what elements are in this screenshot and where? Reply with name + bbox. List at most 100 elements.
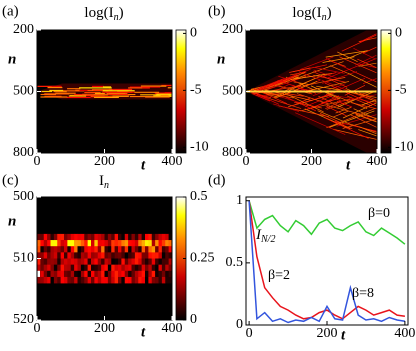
heatmap-cell [104, 240, 109, 247]
heatmap-cell [47, 233, 51, 241]
heatmap-cell [70, 270, 75, 278]
heatmap-cell [97, 270, 102, 278]
heatmap-ray [358, 63, 377, 69]
heatmap-ray [350, 114, 377, 128]
heatmap-cell [67, 270, 72, 278]
heatmap-cell [111, 270, 115, 278]
heatmap-cell [101, 240, 105, 247]
heatmap-cell [37, 252, 41, 259]
colorbar-tick-label: 0 [395, 26, 402, 41]
heatmap-cell [107, 258, 112, 265]
y-tick-label: 800 [13, 145, 34, 160]
heatmap-cell [151, 240, 156, 247]
y-tick-label: 510 [13, 251, 34, 266]
heatmap-cell [104, 276, 109, 284]
heatmap-cell [43, 264, 48, 272]
heatmap-cell [87, 240, 92, 247]
heatmap-cell [104, 246, 109, 253]
heatmap-cell [74, 246, 78, 253]
heatmap-cell [168, 258, 172, 265]
heatmap-cell [64, 270, 68, 278]
heatmap-cell [74, 258, 78, 265]
heatmap-ray [257, 68, 311, 90]
heatmap-ray [312, 83, 346, 97]
heatmap-cell [97, 246, 102, 253]
heatmap-ray [359, 33, 377, 43]
heatmap-cell [145, 240, 149, 247]
heatmap-cell [84, 270, 88, 278]
heatmap-cell [168, 246, 172, 253]
heatmap-ray [325, 57, 352, 71]
heatmap-cell [77, 264, 82, 272]
heatmap-cell [50, 258, 55, 265]
heatmap-ray [319, 112, 344, 125]
heatmap-ray [345, 91, 377, 98]
heatmap-cell [80, 276, 85, 284]
heatmap-cell [50, 264, 55, 272]
y-axis-label: n [217, 51, 225, 67]
heatmap-cell [94, 270, 99, 278]
heatmap-cell [40, 240, 45, 247]
colorbar-tick-label: -10 [190, 140, 209, 155]
heatmap-cell [168, 252, 172, 259]
heatmap-ray [348, 69, 377, 83]
heatmap-cell [87, 258, 92, 265]
heatmap-cell [77, 233, 82, 241]
heatmap-cell [168, 264, 172, 272]
heatmap-cell [64, 252, 68, 259]
heatmap-cell [155, 258, 159, 265]
heatmap-ray [299, 56, 334, 70]
heatmap-cell [70, 276, 75, 284]
heatmap-cell [121, 258, 126, 265]
heatmap-cell [80, 270, 85, 278]
heatmap-cell [53, 240, 58, 247]
heatmap-cell [40, 246, 45, 253]
heatmap-cell [161, 270, 166, 278]
heatmap-ray [339, 56, 377, 74]
heatmap-cell [141, 276, 146, 284]
heatmap-ray [326, 108, 376, 129]
heatmap-cell [118, 252, 122, 259]
heatmap-cell [168, 233, 172, 241]
heatmap-ray [322, 56, 355, 63]
heatmap-cell [80, 240, 85, 247]
heatmap-cell [47, 270, 51, 278]
heatmap-cell [60, 258, 65, 265]
x-axis-label: t [346, 157, 351, 173]
heatmap-cell [64, 276, 68, 284]
heatmap-cell [53, 233, 58, 241]
heatmap-cell [77, 246, 82, 253]
heatmap-ray [325, 94, 342, 102]
y-axis-label: n [8, 213, 16, 229]
heatmap-ray [304, 95, 332, 107]
heatmap-ray [289, 67, 311, 73]
line-series [248, 200, 406, 245]
heatmap-cell [60, 252, 65, 259]
heatmap-cell [97, 258, 102, 265]
heatmap-cell [40, 233, 45, 241]
heatmap-ray [328, 110, 375, 128]
colorbar-tick-label: 0 [190, 26, 197, 41]
heatmap-cell [101, 264, 105, 272]
series-label: β=8 [352, 286, 374, 301]
heatmap-cell [107, 246, 112, 253]
colorbar-tick-label: -5 [190, 83, 202, 98]
heatmap-cell [74, 233, 78, 241]
heatmap-cell [114, 276, 119, 284]
heatmap-cell [70, 240, 75, 247]
heatmap-ray [298, 77, 346, 88]
heatmap-cell [67, 246, 72, 253]
heatmap-cell [131, 264, 136, 272]
heatmap-cell [77, 270, 82, 278]
heatmap-ray [318, 72, 337, 78]
panel-label: (b) [208, 3, 226, 19]
panel-title: log(In) [292, 5, 331, 23]
heatmap-cell [134, 258, 139, 265]
heatmap-cell [80, 233, 85, 241]
heatmap-cell [107, 240, 112, 247]
heatmap-ray [353, 108, 377, 120]
heatmap-cell [151, 246, 156, 253]
heatmap-cell [50, 233, 55, 241]
heatmap-cell [43, 246, 48, 253]
heatmap-cell [60, 246, 65, 253]
